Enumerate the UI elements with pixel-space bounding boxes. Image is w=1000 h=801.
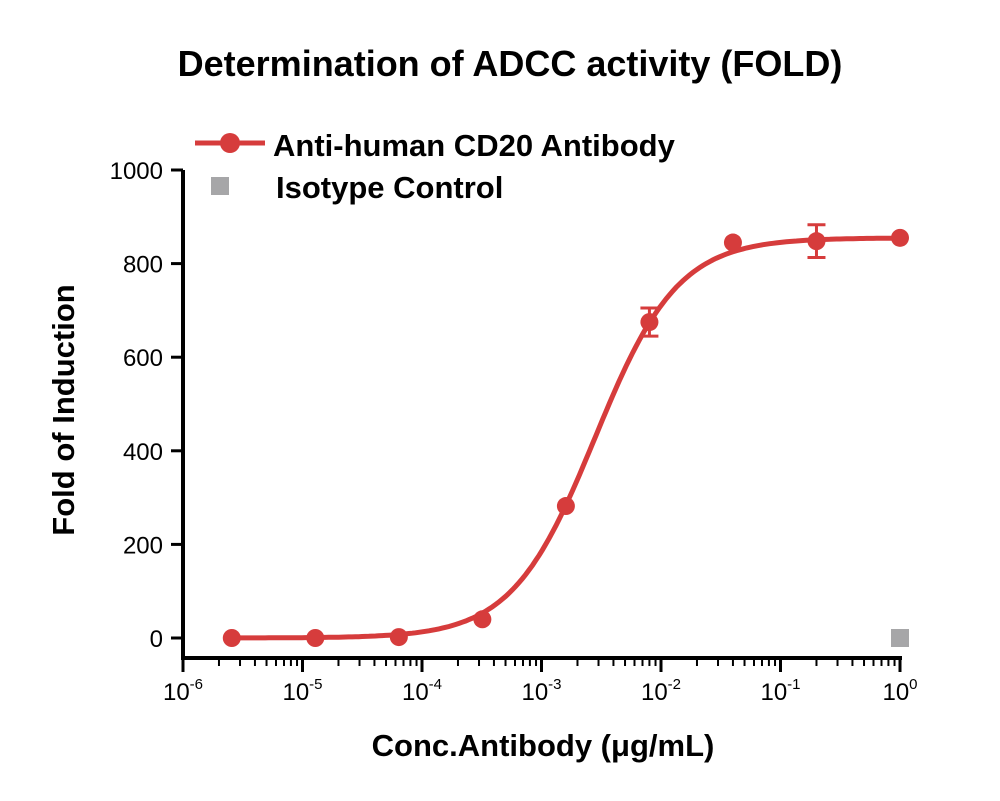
y-axis-title: Fold of Induction <box>46 284 81 535</box>
data-point-anti-cd20 <box>222 629 241 647</box>
x-tick-label: 10-5 <box>282 676 322 706</box>
data-point-isotype <box>891 629 909 647</box>
x-tick-label: 100 <box>882 676 917 706</box>
x-tick-label: 10-4 <box>402 676 442 706</box>
y-tick-label: 0 <box>150 626 163 653</box>
legend-item-anti-cd20: Anti-human CD20 Antibody <box>195 128 676 163</box>
y-tick-label: 600 <box>123 345 163 372</box>
data-point-anti-cd20 <box>473 610 492 629</box>
x-axis-title: Conc.Antibody (μg/mL) <box>372 728 715 763</box>
data-point-anti-cd20 <box>389 628 408 647</box>
legend-marker-isotype <box>211 177 229 195</box>
data-point-anti-cd20 <box>306 629 325 647</box>
x-tick-label: 10-3 <box>521 676 561 706</box>
fit-curve-anti-cd20 <box>231 235 900 641</box>
legend-label-isotype: Isotype Control <box>276 170 503 205</box>
legend: Anti-human CD20 Antibody Isotype Control <box>195 128 676 205</box>
data-point-anti-cd20 <box>891 228 909 247</box>
data-point-anti-cd20 <box>640 313 659 332</box>
plot-area <box>222 223 909 647</box>
y-tick-label: 200 <box>123 532 163 559</box>
data-point-anti-cd20 <box>556 497 575 516</box>
y-tick-label: 1000 <box>110 158 163 185</box>
y-tick-label: 400 <box>123 439 163 466</box>
legend-label-anti-cd20: Anti-human CD20 Antibody <box>273 128 676 163</box>
chart-title: Determination of ADCC activity (FOLD) <box>178 43 843 84</box>
legend-item-isotype: Isotype Control <box>211 170 503 205</box>
axes: 0 200 400 600 800 1000 10-6 10-5 10-4 10-3 10-2 10-… <box>110 158 918 706</box>
x-tick-label: 10-1 <box>760 676 800 706</box>
data-point-anti-cd20 <box>807 232 826 251</box>
data-point-anti-cd20 <box>723 233 742 252</box>
legend-marker-anti-cd20 <box>220 133 240 153</box>
x-tick-label: 10-6 <box>163 676 203 706</box>
x-tick-label: 10-2 <box>641 676 681 706</box>
y-tick-label: 800 <box>123 252 163 279</box>
